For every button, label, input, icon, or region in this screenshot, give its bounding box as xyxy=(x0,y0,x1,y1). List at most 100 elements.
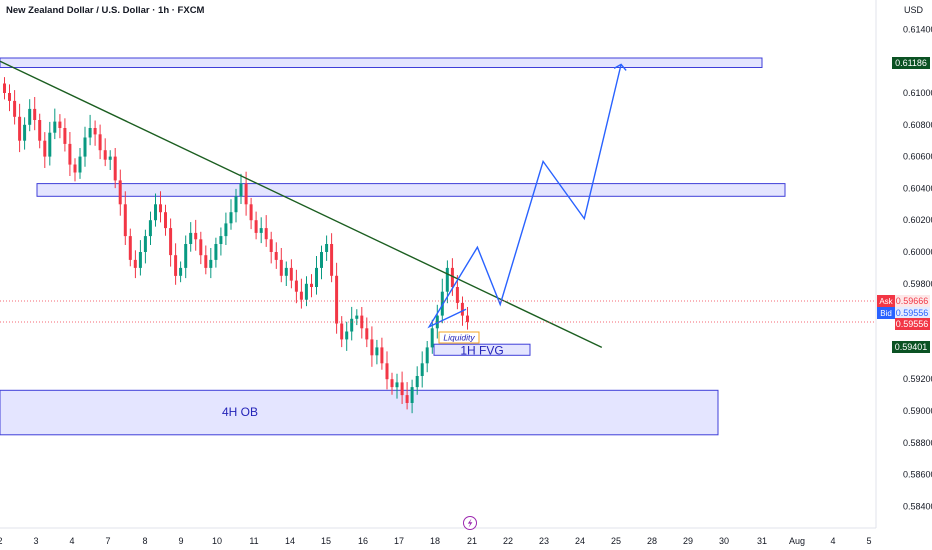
candle-body xyxy=(335,275,339,324)
zone-fvg-1h[interactable] xyxy=(433,343,531,356)
zone-top-resistance[interactable] xyxy=(0,57,763,68)
x-tick-label: 7 xyxy=(105,536,110,546)
candle-body xyxy=(169,228,173,256)
x-tick-label: 9 xyxy=(178,536,183,546)
candle-body xyxy=(385,363,389,380)
candle-body xyxy=(93,128,97,135)
candle-body xyxy=(164,212,167,229)
candle-body xyxy=(98,134,102,151)
candle-body xyxy=(259,228,263,233)
candle-body xyxy=(315,267,318,287)
zone-label-fvg-1h: 1H FVG xyxy=(460,343,503,357)
candle-body xyxy=(118,180,122,205)
candle-body xyxy=(229,212,233,224)
candle-body xyxy=(269,239,273,252)
last-price-tag: 0.59556 xyxy=(895,318,930,330)
ask-price-tag: Ask 0.59666 xyxy=(877,295,930,307)
x-tick-label: 5 xyxy=(866,536,871,546)
candle-body xyxy=(330,244,334,276)
candle-body xyxy=(88,128,92,138)
svg-text:0.61186: 0.61186 xyxy=(895,58,927,68)
candle-body xyxy=(294,280,298,292)
candle-body xyxy=(154,204,157,221)
x-tick-label: 25 xyxy=(611,536,621,546)
candle-body xyxy=(108,156,112,160)
candle-body xyxy=(8,93,11,101)
candle-body xyxy=(289,267,293,281)
lightning-event-icon[interactable] xyxy=(463,516,477,530)
candle-body xyxy=(18,116,22,141)
candle-body xyxy=(174,255,178,276)
candle-body xyxy=(415,376,419,388)
candle-body xyxy=(264,228,268,240)
x-tick-label: 29 xyxy=(683,536,693,546)
candle-body xyxy=(78,156,82,173)
candle-body xyxy=(38,120,42,141)
candle-body xyxy=(304,283,308,300)
candle-body xyxy=(13,100,17,117)
candle-body xyxy=(425,347,429,364)
candle-body xyxy=(244,183,248,205)
zone-ob-4h[interactable] xyxy=(0,389,719,436)
y-tick-label: 0.58400 xyxy=(903,501,932,511)
candle-body xyxy=(466,315,469,322)
x-tick-label: 28 xyxy=(647,536,657,546)
projection-path[interactable] xyxy=(427,64,622,329)
candle-body xyxy=(48,132,52,157)
candle-body xyxy=(254,220,258,233)
x-tick-label: 17 xyxy=(394,536,404,546)
candle-body xyxy=(123,204,127,237)
candle-body xyxy=(159,204,162,213)
svg-text:0.59556: 0.59556 xyxy=(896,319,929,329)
candle-body xyxy=(148,220,152,237)
candle-body xyxy=(350,318,354,332)
candle-body xyxy=(138,252,142,268)
candle-body xyxy=(279,259,283,276)
currency-label: USD xyxy=(904,5,924,15)
candle-body xyxy=(23,124,27,141)
candle-body xyxy=(53,121,57,133)
candle-body xyxy=(440,291,444,316)
zone-mid-resistance[interactable] xyxy=(36,183,786,197)
x-tick-label: 2 xyxy=(0,536,3,546)
candle-body xyxy=(249,204,253,221)
candle-body xyxy=(199,239,203,256)
x-tick-label: 10 xyxy=(212,536,222,546)
candle-body xyxy=(310,283,313,287)
candle-body xyxy=(113,156,117,181)
bid-price-tag: Bid 0.59556 xyxy=(877,307,930,319)
candle-body xyxy=(450,267,454,287)
svg-text:0.59666: 0.59666 xyxy=(896,296,929,306)
candle-body xyxy=(345,331,349,340)
candle-body xyxy=(179,267,183,276)
x-tick-label: 21 xyxy=(467,536,477,546)
x-tick-label: 22 xyxy=(503,536,513,546)
chart-title: New Zealand Dollar / U.S. Dollar · 1h · … xyxy=(6,5,205,16)
overlay-lines xyxy=(0,60,627,349)
candle-body xyxy=(63,128,67,144)
svg-text:0.59401: 0.59401 xyxy=(895,342,928,352)
candle-body xyxy=(340,323,344,340)
candle-body xyxy=(274,252,278,260)
candle-body xyxy=(58,121,62,128)
x-tick-label: 23 xyxy=(539,536,549,546)
candle-body xyxy=(209,259,213,268)
x-tick-label: 24 xyxy=(575,536,585,546)
candle-body xyxy=(239,183,243,197)
candle-body xyxy=(390,379,394,388)
svg-text:Bid: Bid xyxy=(880,309,892,318)
candle-body xyxy=(395,382,399,388)
candle-body xyxy=(43,140,47,157)
candle-body xyxy=(83,137,87,157)
x-tick-label: 18 xyxy=(430,536,440,546)
